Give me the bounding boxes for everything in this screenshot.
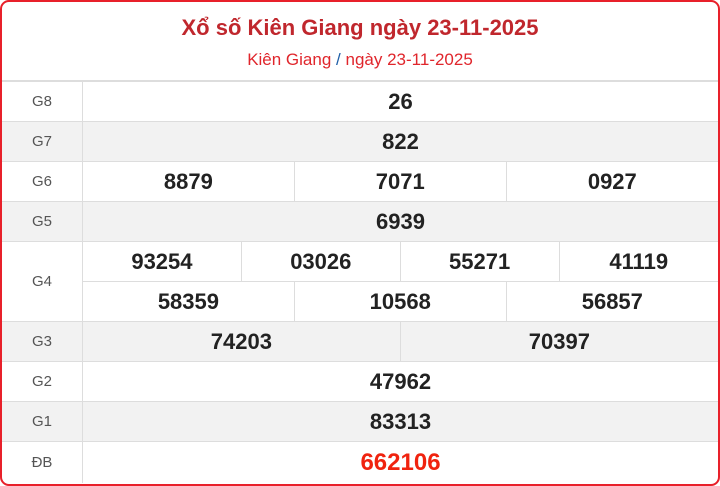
prize-number: 93254 [82,241,242,282]
row-special: ĐB 662106 [2,441,718,483]
prize-number: 0927 [505,161,718,202]
row-g8: G8 26 [2,81,718,122]
header: Xổ số Kiên Giang ngày 23-11-2025 Kiên Gi… [2,2,718,81]
prize-number: 10568 [293,281,507,322]
breadcrumb-separator: / [336,50,341,69]
prize-number: 47962 [82,361,718,402]
prize-number: 6939 [82,201,718,242]
prize-number: 56857 [505,281,718,322]
prize-number: 26 [82,81,718,122]
prize-number: 83313 [82,401,718,442]
row-g2: G2 47962 [2,361,718,402]
row-g4: G4 93254 03026 55271 41119 [2,241,718,322]
prize-label: G5 [2,201,83,242]
prize-number: 41119 [558,241,718,282]
prize-label: G6 [2,161,83,202]
prize-label: G3 [2,321,83,362]
row-g3: G3 74203 70397 [2,321,718,362]
row-g6: G6 8879 7071 0927 [2,161,718,202]
prize-number: 822 [82,121,718,162]
row-g5: G5 6939 [2,201,718,242]
prize-label: G1 [2,401,83,442]
prize-number: 58359 [82,281,295,322]
breadcrumb-province-link[interactable]: Kiên Giang [247,50,332,69]
prize-number: 74203 [82,321,401,362]
prize-number: 70397 [399,321,718,362]
page-title: Xổ số Kiên Giang ngày 23-11-2025 [181,15,539,40]
prize-label: ĐB [2,441,83,483]
special-prize-number: 662106 [82,441,718,483]
row-g1: G1 83313 [2,401,718,442]
prize-number: 7071 [293,161,507,202]
prize-number: 55271 [399,241,560,282]
prize-label: G2 [2,361,83,402]
prize-label: G4 [2,241,83,322]
row-g4b: 58359 10568 56857 [2,281,718,322]
breadcrumb-date-link[interactable]: ngày 23-11-2025 [345,50,473,69]
prize-number: 8879 [82,161,295,202]
prize-label: G7 [2,121,83,162]
prize-label: G8 [2,81,83,122]
breadcrumb: Kiên Giang / ngày 23-11-2025 [2,44,718,70]
results-table: G8 26 G7 822 G6 8879 7071 0927 G5 6939 G4 93254… [2,81,718,483]
row-g7: G7 822 [2,121,718,162]
prize-number: 03026 [240,241,401,282]
